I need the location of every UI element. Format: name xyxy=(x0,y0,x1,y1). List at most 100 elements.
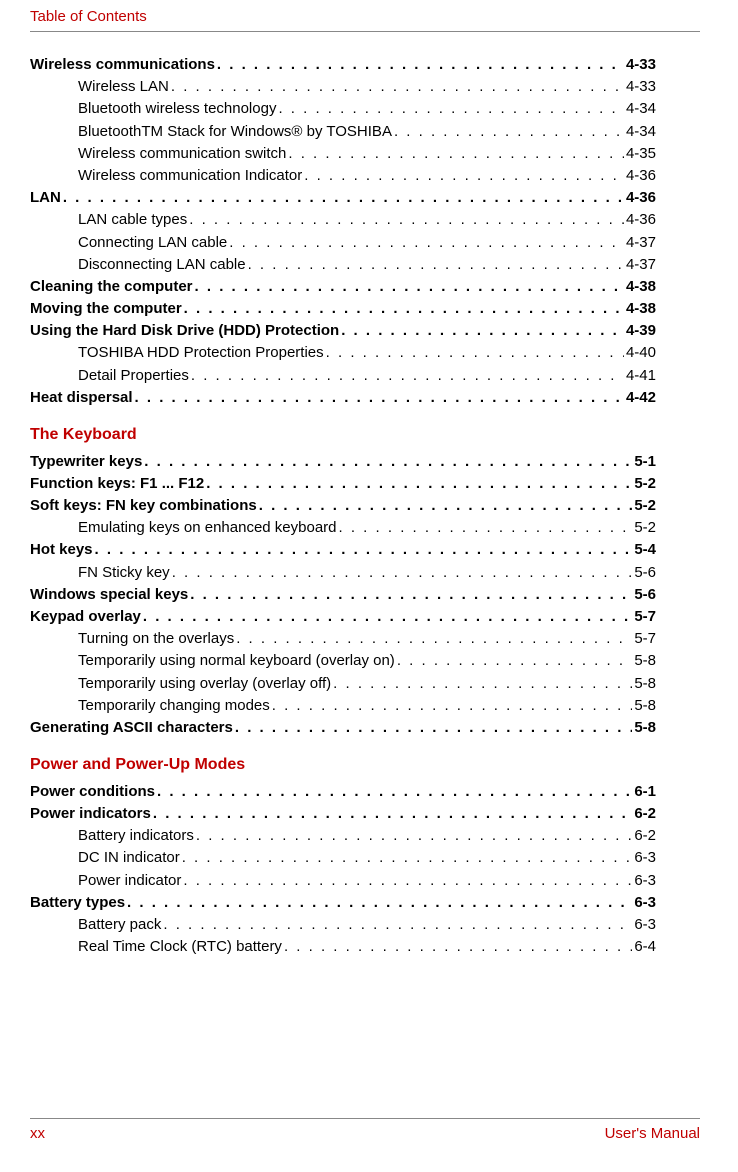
toc-label: Power conditions xyxy=(30,781,155,803)
toc-page-number: 4-34 xyxy=(626,121,700,143)
toc-label: Moving the computer xyxy=(30,298,182,320)
toc-row[interactable]: Detail Properties 4-41 xyxy=(30,365,700,387)
section-heading: The Keyboard xyxy=(30,423,700,447)
toc-label: Wireless LAN xyxy=(78,76,169,98)
toc-label: Function keys: F1 ... F12 xyxy=(30,473,204,495)
toc-row[interactable]: LAN cable types 4-36 xyxy=(30,209,700,231)
toc-row[interactable]: Using the Hard Disk Drive (HDD) Protecti… xyxy=(30,320,700,342)
toc-row[interactable]: Wireless communication Indicator4-36 xyxy=(30,165,700,187)
toc-row[interactable]: Wireless communications 4-33 xyxy=(30,54,700,76)
toc-leader-dots xyxy=(341,320,624,342)
toc-page-number: 5-8 xyxy=(634,673,700,695)
toc-row[interactable]: Hot keys5-4 xyxy=(30,539,700,561)
toc-label: BluetoothTM Stack for Windows® by TOSHIB… xyxy=(78,121,392,143)
toc-label: Battery pack xyxy=(78,914,161,936)
toc-row[interactable]: Heat dispersal4-42 xyxy=(30,387,700,409)
toc-row[interactable]: Typewriter keys 5-1 xyxy=(30,451,700,473)
toc-row[interactable]: Temporarily using overlay (overlay off)5… xyxy=(30,673,700,695)
toc-row[interactable]: Temporarily changing modes 5-8 xyxy=(30,695,700,717)
toc-page-number: 4-37 xyxy=(626,232,700,254)
toc-page-number: 4-35 xyxy=(626,143,700,165)
toc-row[interactable]: Emulating keys on enhanced keyboard 5-2 xyxy=(30,517,700,539)
toc-leader-dots xyxy=(63,187,624,209)
toc-page-number: 5-8 xyxy=(634,695,700,717)
toc-label: Windows special keys xyxy=(30,584,188,606)
toc-leader-dots xyxy=(248,254,624,276)
toc-row[interactable]: Wireless LAN 4-33 xyxy=(30,76,700,98)
toc-page-number: 5-8 xyxy=(634,717,700,739)
toc-page-number: 4-38 xyxy=(626,276,700,298)
toc-row[interactable]: Power indicator6-3 xyxy=(30,870,700,892)
toc-label: Battery indicators xyxy=(78,825,194,847)
toc-row[interactable]: Connecting LAN cable 4-37 xyxy=(30,232,700,254)
toc-leader-dots xyxy=(127,892,632,914)
toc-page-number: 5-1 xyxy=(634,451,700,473)
toc-row[interactable]: Battery indicators 6-2 xyxy=(30,825,700,847)
toc-label: LAN cable types xyxy=(78,209,187,231)
toc-row[interactable]: BluetoothTM Stack for Windows® by TOSHIB… xyxy=(30,121,700,143)
toc-label: Power indicator xyxy=(78,870,181,892)
toc-row[interactable]: Power conditions 6-1 xyxy=(30,781,700,803)
toc-row[interactable]: Bluetooth wireless technology 4-34 xyxy=(30,98,700,120)
header-rule xyxy=(30,31,700,32)
toc-row[interactable]: FN Sticky key5-6 xyxy=(30,562,700,584)
toc-page-number: 4-38 xyxy=(626,298,700,320)
toc-leader-dots xyxy=(217,54,624,76)
toc-page-number: 6-3 xyxy=(634,914,700,936)
toc-row[interactable]: Moving the computer 4-38 xyxy=(30,298,700,320)
toc-row[interactable]: Battery pack 6-3 xyxy=(30,914,700,936)
toc-row[interactable]: Disconnecting LAN cable 4-37 xyxy=(30,254,700,276)
toc-page-number: 6-3 xyxy=(634,847,700,869)
footer-rule xyxy=(30,1118,700,1119)
toc-page-number: 4-36 xyxy=(626,165,700,187)
toc-row[interactable]: Real Time Clock (RTC) battery6-4 xyxy=(30,936,700,958)
toc-label: Temporarily using normal keyboard (overl… xyxy=(78,650,395,672)
toc-label: Bluetooth wireless technology xyxy=(78,98,276,120)
toc-label: Cleaning the computer xyxy=(30,276,193,298)
toc-leader-dots xyxy=(153,803,632,825)
toc-label: Typewriter keys xyxy=(30,451,142,473)
toc-row[interactable]: DC IN indicator6-3 xyxy=(30,847,700,869)
toc-row[interactable]: Wireless communication switch 4-35 xyxy=(30,143,700,165)
toc-leader-dots xyxy=(172,562,633,584)
toc-page-number: 4-34 xyxy=(626,98,700,120)
toc-row[interactable]: TOSHIBA HDD Protection Properties4-40 xyxy=(30,342,700,364)
toc-leader-dots xyxy=(196,825,632,847)
toc-leader-dots xyxy=(333,673,632,695)
toc-row[interactable]: Power indicators6-2 xyxy=(30,803,700,825)
toc-page-number: 6-2 xyxy=(634,825,700,847)
toc-row[interactable]: Keypad overlay5-7 xyxy=(30,606,700,628)
toc-label: Heat dispersal xyxy=(30,387,133,409)
toc-row[interactable]: LAN4-36 xyxy=(30,187,700,209)
toc-leader-dots xyxy=(229,232,624,254)
toc-row[interactable]: Function keys: F1 ... F125-2 xyxy=(30,473,700,495)
toc-leader-dots xyxy=(157,781,632,803)
toc-row[interactable]: Battery types6-3 xyxy=(30,892,700,914)
toc-page-number: 4-36 xyxy=(626,209,700,231)
toc-row[interactable]: Cleaning the computer 4-38 xyxy=(30,276,700,298)
toc-row[interactable]: Soft keys: FN key combinations5-2 xyxy=(30,495,700,517)
toc-page-number: 4-33 xyxy=(626,76,700,98)
toc-row[interactable]: Generating ASCII characters5-8 xyxy=(30,717,700,739)
toc-leader-dots xyxy=(397,650,633,672)
toc-leader-dots xyxy=(190,584,632,606)
toc-row[interactable]: Temporarily using normal keyboard (overl… xyxy=(30,650,700,672)
toc-page-number: 4-37 xyxy=(626,254,700,276)
toc-row[interactable]: Windows special keys 5-6 xyxy=(30,584,700,606)
toc-leader-dots xyxy=(206,473,632,495)
toc-leader-dots xyxy=(304,165,624,187)
toc-page-number: 4-41 xyxy=(626,365,700,387)
toc-label: Keypad overlay xyxy=(30,606,141,628)
toc-leader-dots xyxy=(189,209,624,231)
toc-leader-dots xyxy=(195,276,624,298)
toc-page-number: 4-33 xyxy=(626,54,700,76)
toc-row[interactable]: Turning on the overlays5-7 xyxy=(30,628,700,650)
page: Table of Contents Wireless communication… xyxy=(0,0,738,1172)
toc-page-number: 5-6 xyxy=(634,584,700,606)
toc-label: Disconnecting LAN cable xyxy=(78,254,246,276)
toc-label: Wireless communications xyxy=(30,54,215,76)
toc-leader-dots xyxy=(394,121,624,143)
table-of-contents: Wireless communications 4-33 Wireless LAN 4… xyxy=(30,54,700,958)
toc-label: Connecting LAN cable xyxy=(78,232,227,254)
toc-leader-dots xyxy=(182,847,633,869)
